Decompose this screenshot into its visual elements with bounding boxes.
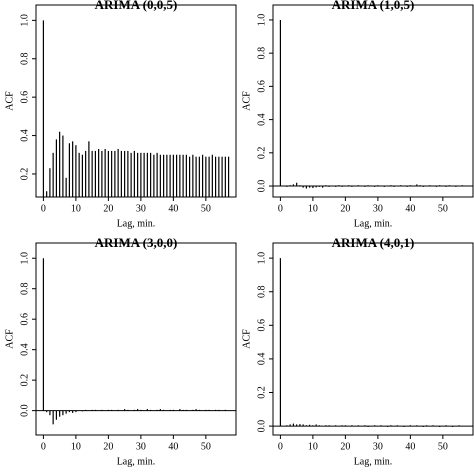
- y-tick-label: 0.2: [19, 374, 30, 387]
- y-tick-label: 0.0: [256, 420, 267, 433]
- panel-title: ARIMA (3,0,0): [95, 235, 178, 250]
- x-tick-label: 50: [438, 203, 448, 214]
- x-axis-label: Lag, min.: [354, 218, 393, 229]
- y-tick-label: 0.4: [19, 343, 30, 356]
- y-tick-label: 0.2: [19, 168, 30, 181]
- y-tick-label: 0.4: [256, 113, 267, 126]
- x-tick-label: 30: [373, 203, 383, 214]
- y-tick-label: 1.0: [256, 14, 267, 27]
- y-tick-label: 0.2: [256, 386, 267, 399]
- x-tick-label: 0: [41, 441, 46, 452]
- y-tick-label: 0.0: [256, 180, 267, 193]
- y-tick-label: 0.6: [19, 91, 30, 104]
- y-tick-label: 0.6: [256, 80, 267, 93]
- y-axis-label: ACF: [241, 91, 252, 111]
- x-tick-label: 50: [201, 203, 211, 214]
- x-tick-label: 20: [103, 203, 113, 214]
- x-tick-label: 10: [71, 441, 81, 452]
- x-tick-label: 30: [136, 203, 146, 214]
- y-tick-label: 1.0: [19, 252, 30, 265]
- x-tick-label: 20: [340, 441, 350, 452]
- x-tick-label: 0: [278, 203, 283, 214]
- x-tick-label: 30: [373, 441, 383, 452]
- y-tick-label: 0.0: [19, 404, 30, 417]
- y-tick-label: 0.8: [256, 285, 267, 298]
- x-tick-label: 40: [168, 441, 178, 452]
- y-tick-label: 0.2: [256, 147, 267, 160]
- x-tick-label: 40: [405, 203, 415, 214]
- x-tick-label: 10: [308, 203, 318, 214]
- x-tick-label: 50: [201, 441, 211, 452]
- y-tick-label: 1.0: [256, 252, 267, 265]
- x-tick-label: 30: [136, 441, 146, 452]
- y-tick-label: 1.0: [19, 14, 30, 27]
- x-axis-label: Lag, min.: [117, 456, 156, 467]
- panel-title: ARIMA (0,0,5): [95, 0, 178, 12]
- y-tick-label: 0.6: [256, 319, 267, 332]
- panel-title: ARIMA (4,0,1): [332, 235, 415, 250]
- plot-frame: [272, 242, 474, 436]
- y-tick-label: 0.4: [19, 129, 30, 142]
- x-axis-label: Lag, min.: [117, 218, 156, 229]
- x-tick-label: 10: [308, 441, 318, 452]
- panel-title: ARIMA (1,0,5): [332, 0, 415, 12]
- x-tick-label: 40: [168, 203, 178, 214]
- y-axis-label: ACF: [241, 329, 252, 349]
- y-tick-label: 0.8: [19, 53, 30, 65]
- y-axis-label: ACF: [4, 91, 15, 111]
- y-tick-label: 0.8: [19, 282, 30, 295]
- x-axis-label: Lag, min.: [354, 456, 393, 467]
- x-tick-label: 50: [438, 441, 448, 452]
- y-tick-label: 0.6: [19, 313, 30, 326]
- y-axis-label: ACF: [4, 329, 15, 349]
- x-tick-label: 0: [41, 203, 46, 214]
- plot-frame: [35, 4, 237, 198]
- y-tick-label: 0.4: [256, 353, 267, 366]
- x-tick-label: 0: [278, 441, 283, 452]
- x-tick-label: 20: [340, 203, 350, 214]
- x-tick-label: 40: [405, 441, 415, 452]
- plot-frame: [35, 242, 237, 436]
- x-tick-label: 20: [103, 441, 113, 452]
- plot-frame: [272, 4, 474, 198]
- x-tick-label: 10: [71, 203, 81, 214]
- y-tick-label: 0.8: [256, 47, 267, 60]
